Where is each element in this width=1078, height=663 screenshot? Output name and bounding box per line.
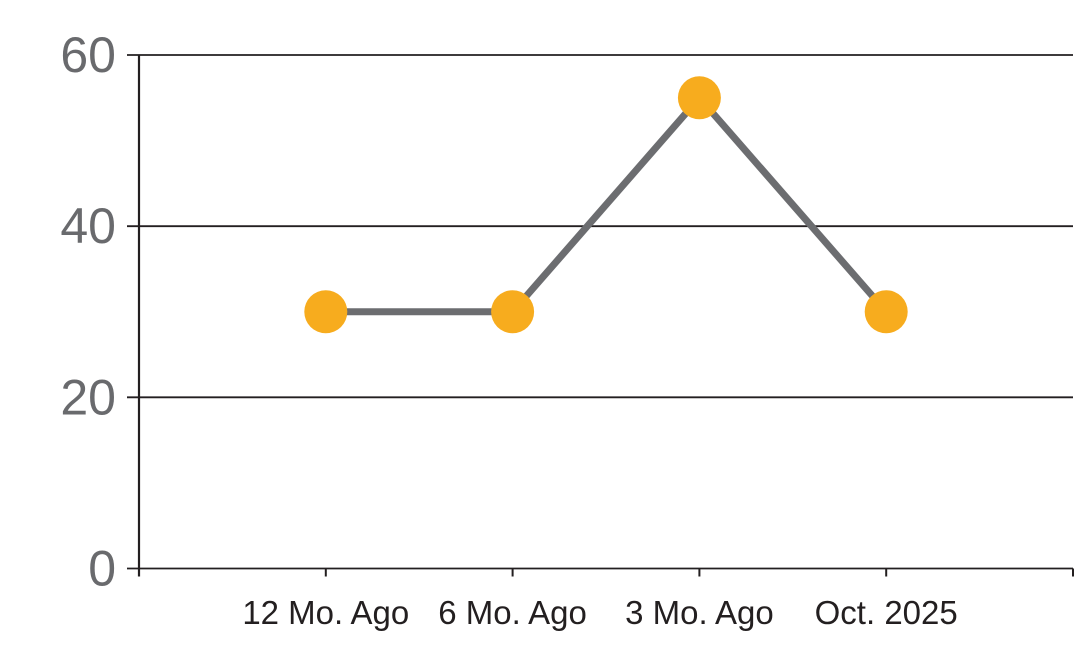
x-tick-label: 12 Mo. Ago (242, 594, 409, 631)
x-tick-label: 3 Mo. Ago (625, 594, 774, 631)
y-tick-label: 0 (88, 541, 116, 597)
x-tick-label: 6 Mo. Ago (438, 594, 587, 631)
data-point-marker (677, 76, 721, 120)
y-tick-label: 60 (60, 27, 116, 83)
data-point-marker (304, 290, 348, 334)
data-point-marker (864, 290, 908, 334)
data-point-marker (491, 290, 535, 334)
y-tick-label: 20 (60, 369, 116, 425)
data-line (325, 94, 889, 316)
x-tick-label: Oct. 2025 (815, 594, 958, 631)
y-tick-label: 40 (60, 198, 116, 254)
